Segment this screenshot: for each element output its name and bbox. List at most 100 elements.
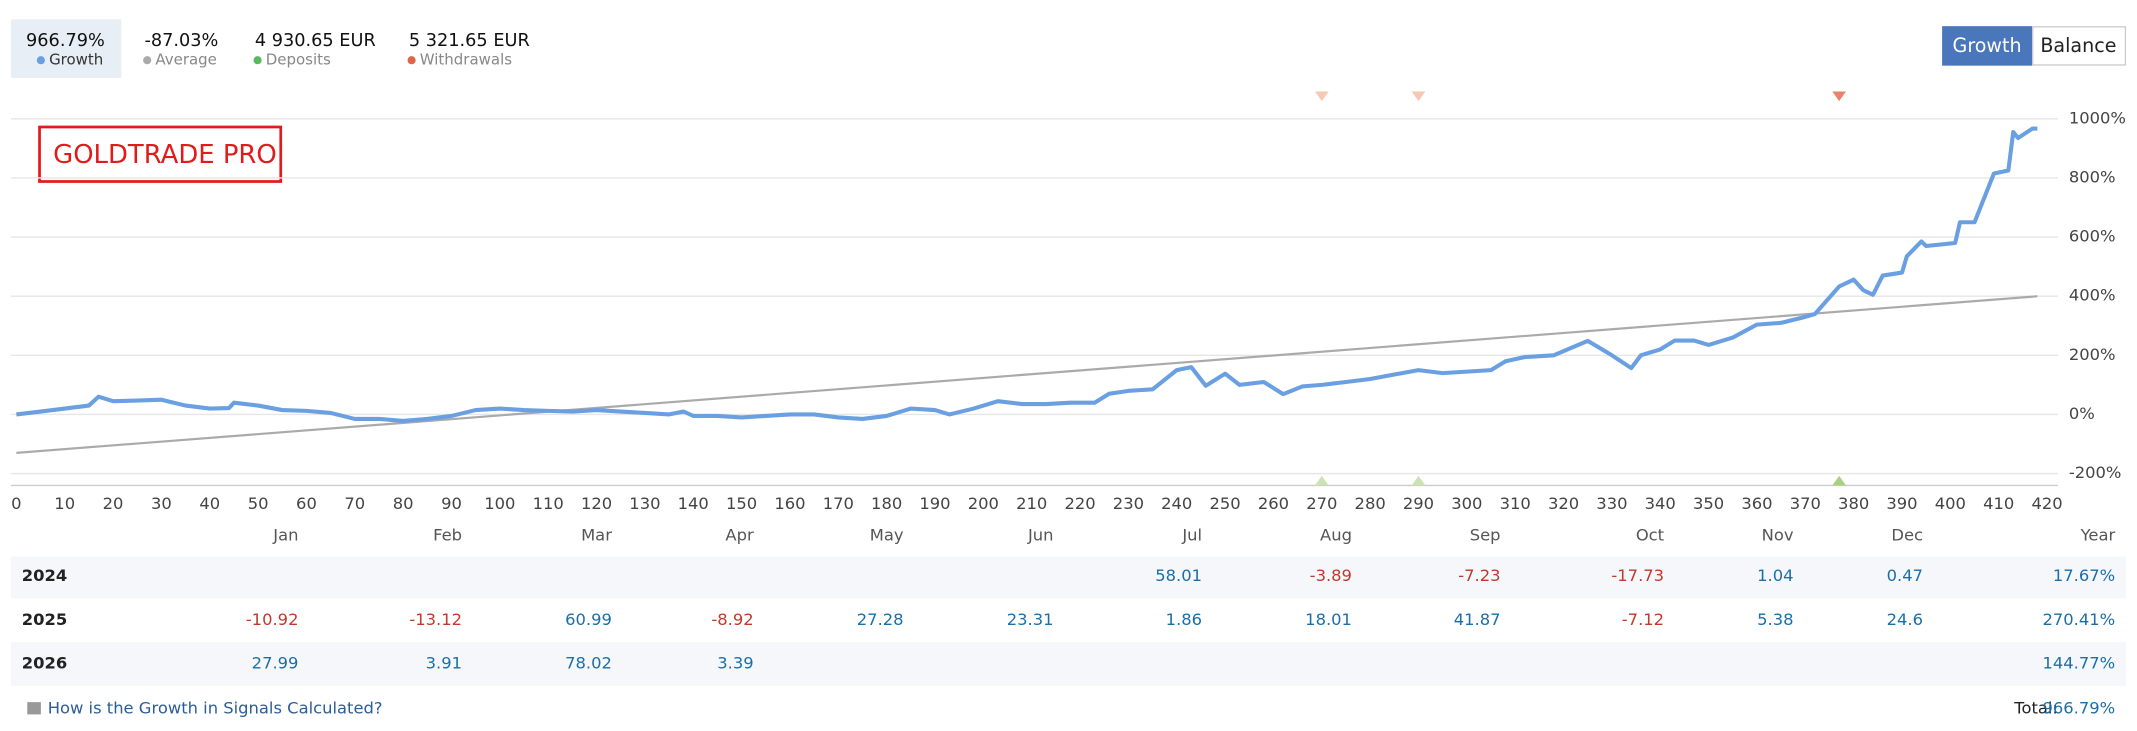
x-tick-label: 420 <box>2031 494 2062 513</box>
row-year: 2025 <box>22 610 68 629</box>
deposit-marker <box>1411 475 1426 486</box>
month-header: Year <box>2080 525 2116 544</box>
row-year: 2024 <box>22 566 68 585</box>
trend-line <box>16 295 2038 454</box>
x-tick-label: 30 <box>151 494 172 513</box>
x-tick-label: 150 <box>726 494 757 513</box>
month-value: 27.28 <box>857 610 904 629</box>
month-value: 41.87 <box>1454 610 1501 629</box>
month-header: Nov <box>1762 525 1794 544</box>
x-tick-label: 170 <box>823 494 854 513</box>
month-value: 78.02 <box>565 653 612 672</box>
y-tick-label: 800% <box>2069 167 2116 186</box>
x-tick-label: 90 <box>441 494 462 513</box>
total-label: Total: <box>2013 698 2058 717</box>
month-header: Jul <box>1181 525 1202 544</box>
balance-button-bg[interactable] <box>2032 26 2127 66</box>
month-header: Dec <box>1891 525 1923 544</box>
month-value: 5.38 <box>1757 610 1793 629</box>
month-value: -8.92 <box>711 610 753 629</box>
row-year: 2026 <box>22 653 68 672</box>
x-tick-label: 10 <box>54 494 75 513</box>
stat-dot <box>253 56 262 65</box>
x-tick-label: 290 <box>1403 494 1434 513</box>
x-tick-label: 130 <box>629 494 660 513</box>
x-tick-label: 120 <box>581 494 612 513</box>
stat-label: Average <box>155 51 217 69</box>
x-tick-label: 350 <box>1693 494 1724 513</box>
x-tick-label: 380 <box>1838 494 1869 513</box>
x-tick-label: 370 <box>1790 494 1821 513</box>
x-tick-label: 50 <box>248 494 269 513</box>
month-header: Mar <box>581 525 612 544</box>
y-tick-label: 200% <box>2069 345 2116 364</box>
stat-label: Growth <box>49 51 103 69</box>
stat-value: -87.03% <box>144 31 218 51</box>
withdrawal-marker <box>1411 91 1426 102</box>
month-header: Apr <box>725 525 754 544</box>
month-value: 1.86 <box>1166 610 1202 629</box>
x-tick-label: 410 <box>1983 494 2014 513</box>
stat-value: 966.79% <box>26 31 105 51</box>
growth-button-bg[interactable] <box>1942 26 2033 66</box>
month-value: 27.99 <box>252 653 299 672</box>
deposit-marker <box>1314 475 1329 486</box>
month-value: -7.12 <box>1622 610 1664 629</box>
month-value: 23.31 <box>1007 610 1054 629</box>
y-tick-label: 600% <box>2069 227 2116 246</box>
x-tick-label: 310 <box>1500 494 1531 513</box>
x-tick-label: 220 <box>1064 494 1095 513</box>
stat-label: Withdrawals <box>420 51 512 69</box>
growth-line <box>16 126 2038 424</box>
month-value: -13.12 <box>409 610 462 629</box>
row-band <box>10 556 2127 599</box>
x-tick-label: 180 <box>871 494 902 513</box>
x-tick-label: 100 <box>484 494 515 513</box>
growth-button[interactable]: Growth <box>1953 35 2022 57</box>
x-tick-label: 300 <box>1451 494 1482 513</box>
stat-dot <box>36 56 45 65</box>
month-value: 18.01 <box>1305 610 1352 629</box>
x-tick-label: 60 <box>296 494 317 513</box>
month-value: -7.23 <box>1458 566 1500 585</box>
x-tick-label: 190 <box>919 494 950 513</box>
x-tick-label: 80 <box>393 494 414 513</box>
stat-label: Deposits <box>266 51 331 69</box>
x-tick-label: 250 <box>1210 494 1241 513</box>
month-value: 3.39 <box>717 653 753 672</box>
y-tick-label: 400% <box>2069 286 2116 305</box>
month-header: Aug <box>1320 525 1352 544</box>
x-tick-label: 210 <box>1016 494 1047 513</box>
y-tick-label: 0% <box>2069 404 2095 423</box>
x-tick-label: 340 <box>1645 494 1676 513</box>
month-value: 3.91 <box>426 653 462 672</box>
x-tick-label: 390 <box>1886 494 1917 513</box>
month-value: -17.73 <box>1611 566 1664 585</box>
month-value: 58.01 <box>1155 566 1202 585</box>
deposit-marker <box>1832 475 1846 486</box>
x-tick-label: 320 <box>1548 494 1579 513</box>
y-tick-label: 1000% <box>2069 108 2126 127</box>
month-value: 1.04 <box>1757 566 1793 585</box>
x-tick-label: 280 <box>1355 494 1386 513</box>
x-tick-label: 160 <box>774 494 805 513</box>
year-total: 144.77% <box>2042 653 2115 672</box>
x-tick-label: 140 <box>678 494 709 513</box>
x-tick-label: 330 <box>1596 494 1627 513</box>
x-tick-label: 20 <box>103 494 124 513</box>
balance-button[interactable]: Balance <box>2040 35 2116 57</box>
help-link[interactable]: How is the Growth in Signals Calculated? <box>48 698 383 717</box>
month-value: 0.47 <box>1887 566 1923 585</box>
month-value: 60.99 <box>565 610 612 629</box>
y-tick-label: -200% <box>2069 463 2122 482</box>
month-header: Jan <box>272 525 298 544</box>
month-value: -3.89 <box>1310 566 1352 585</box>
x-tick-label: 230 <box>1113 494 1144 513</box>
month-header: Oct <box>1636 525 1665 544</box>
stat-value: 5 321.65 EUR <box>409 31 530 51</box>
x-tick-label: 260 <box>1258 494 1289 513</box>
withdrawal-marker <box>1314 91 1329 102</box>
year-total: 270.41% <box>2042 610 2115 629</box>
